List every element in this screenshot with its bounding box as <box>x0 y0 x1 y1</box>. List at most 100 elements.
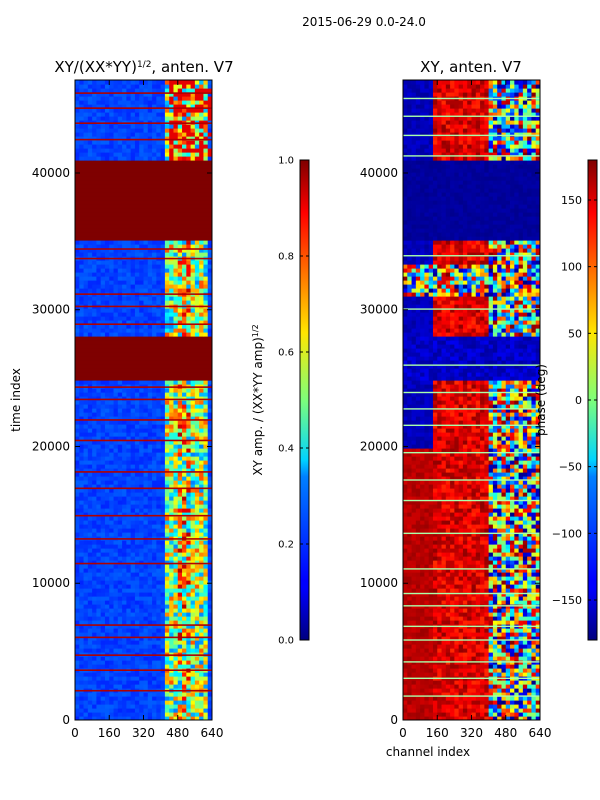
y-tick-label: 30000 <box>32 303 70 317</box>
heatmap-row <box>75 340 212 345</box>
heatmap-row <box>403 580 540 585</box>
heatmap-row <box>403 696 540 701</box>
heatmap-row <box>403 92 540 97</box>
heatmap-row <box>75 144 212 149</box>
heatmap-row <box>403 212 540 217</box>
flag-line <box>403 134 540 137</box>
heatmap-row <box>75 492 212 497</box>
heatmap-row <box>403 664 540 669</box>
heatmap-row <box>75 480 212 485</box>
heatmap-row <box>403 216 540 221</box>
heatmap-row <box>403 548 540 553</box>
heatmap-row <box>403 656 540 661</box>
heatmap-row <box>75 656 212 661</box>
heatmap-row <box>403 284 540 289</box>
flag-line <box>75 487 212 490</box>
heatmap-row <box>75 280 212 285</box>
flag-line <box>75 248 212 250</box>
heatmap-row <box>75 100 212 105</box>
heatmap-row <box>403 364 540 369</box>
heatmap-row <box>403 160 540 165</box>
heatmap-row <box>403 256 540 261</box>
heatmap-row <box>403 112 540 117</box>
heatmap-row <box>403 388 540 393</box>
heatmap-row <box>75 272 212 277</box>
heatmap-row <box>75 640 212 645</box>
heatmap-row <box>403 616 540 621</box>
heatmap-row <box>75 164 212 169</box>
heatmap-row <box>75 604 212 609</box>
flag-line <box>75 538 212 540</box>
heatmap-row <box>75 716 212 720</box>
heatmap-row <box>403 196 540 201</box>
y-tick-label: 0 <box>390 713 398 727</box>
heatmap-row <box>403 340 540 345</box>
flag-line <box>75 107 212 109</box>
heatmap-row <box>403 472 540 477</box>
heatmap-row <box>403 512 540 517</box>
flag-line <box>75 138 212 141</box>
flag-line <box>403 532 540 535</box>
heatmap-row <box>403 228 540 233</box>
heatmap-row <box>75 488 212 493</box>
heatmap-row <box>75 608 212 613</box>
flag-line <box>75 636 212 639</box>
heatmap-row <box>75 496 212 501</box>
right-panel-title: XY, anten. V7 <box>420 58 522 76</box>
heatmap-row <box>75 416 212 421</box>
heatmap-row <box>75 384 212 389</box>
colorbar-tick-label: 1.0 <box>278 156 294 167</box>
heatmap-row <box>75 624 212 629</box>
heatmap-row <box>75 360 212 365</box>
heatmap-row <box>403 180 540 185</box>
heatmap-row <box>403 172 540 177</box>
heatmap-row <box>403 672 540 677</box>
heatmap-row <box>75 572 212 577</box>
heatmap-row <box>403 140 540 145</box>
heatmap-row <box>75 400 212 405</box>
heatmap-row <box>403 200 540 205</box>
heatmap-row <box>403 600 540 605</box>
heatmap-row <box>403 132 540 137</box>
heatmap-row <box>403 276 540 281</box>
heatmap-row <box>403 444 540 449</box>
heatmap-row <box>75 120 212 125</box>
heatmap-row <box>403 348 540 353</box>
heatmap-row <box>403 508 540 513</box>
heatmap-row <box>403 272 540 277</box>
heatmap-row <box>403 268 540 273</box>
heatmap-row <box>403 208 540 213</box>
heatmap-row <box>403 344 540 349</box>
heatmap-row <box>403 304 540 309</box>
heatmap-row <box>75 324 212 329</box>
heatmap-row <box>403 608 540 613</box>
heatmap-row <box>403 152 540 157</box>
heatmap-row <box>403 500 540 505</box>
heatmap-row <box>403 488 540 493</box>
colorbar-tick-label: 50 <box>568 327 582 340</box>
heatmap-row <box>403 164 540 169</box>
heatmap-row <box>75 148 212 153</box>
heatmap-row <box>75 336 212 341</box>
heatmap-row <box>75 352 212 357</box>
heatmap-row <box>75 648 212 653</box>
heatmap-row <box>403 144 540 149</box>
heatmap-row <box>75 412 212 417</box>
heatmap-row <box>75 644 212 649</box>
x-tick-label: 640 <box>529 726 552 740</box>
heatmap-row <box>75 436 212 441</box>
heatmap-row <box>403 576 540 581</box>
heatmap-row <box>75 88 212 93</box>
right-colorbar-label: phase (deg) <box>534 364 548 436</box>
colorbar-tick-label: 0.2 <box>278 540 294 551</box>
heatmap-row <box>403 688 540 693</box>
heatmap-row <box>403 300 540 305</box>
heatmap-row <box>75 168 212 173</box>
heatmap-row <box>403 416 540 421</box>
x-tick-label: 320 <box>132 726 155 740</box>
heatmap-row <box>403 104 540 109</box>
heatmap-row <box>75 564 212 569</box>
heatmap-row <box>75 576 212 581</box>
heatmap-row <box>75 112 212 117</box>
x-tick-label: 160 <box>98 726 121 740</box>
